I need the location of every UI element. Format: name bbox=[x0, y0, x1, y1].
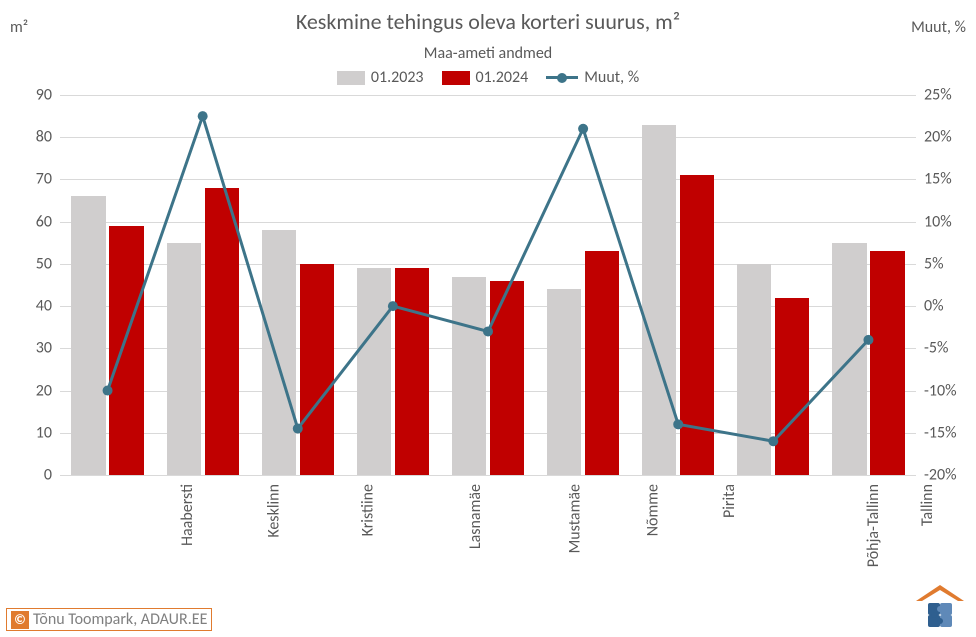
x-axis-label: Mustamäe bbox=[565, 484, 584, 553]
line-marker bbox=[578, 124, 588, 134]
line-marker bbox=[198, 111, 208, 121]
chart-title: Keskmine tehingus oleva korteri suurus, … bbox=[0, 8, 976, 35]
line-marker bbox=[768, 436, 778, 446]
legend-swatch-2 bbox=[442, 71, 470, 85]
line-marker bbox=[388, 301, 398, 311]
x-axis-labels: Haabersti Kesklinn Kristiine Lasnamäe Mustam… bbox=[60, 480, 916, 600]
line-marker bbox=[293, 424, 303, 434]
gridline bbox=[60, 475, 916, 476]
y-tick-right: -10% bbox=[916, 381, 966, 400]
y-tick-right: 25% bbox=[916, 86, 966, 105]
y-tick-left: 30 bbox=[10, 339, 60, 358]
y-tick-right: 5% bbox=[916, 254, 966, 273]
legend-label-line: Muut, % bbox=[584, 68, 639, 87]
y-tick-left: 40 bbox=[10, 297, 60, 316]
y-tick-left: 20 bbox=[10, 381, 60, 400]
brand-logo bbox=[912, 581, 968, 629]
chart-container: m² Muut, % Keskmine tehingus oleva korte… bbox=[0, 0, 976, 637]
line-series bbox=[108, 116, 869, 441]
legend-item-line: Muut, % bbox=[546, 68, 639, 87]
x-axis-label: Lasnamäe bbox=[466, 484, 485, 549]
y-tick-right: 20% bbox=[916, 128, 966, 147]
y-tick-left: 90 bbox=[10, 86, 60, 105]
line-marker bbox=[863, 335, 873, 345]
chart-subtitle: Maa-ameti andmed bbox=[0, 44, 976, 63]
legend-label-1: 01.2023 bbox=[371, 68, 424, 87]
y-tick-right: -20% bbox=[916, 466, 966, 485]
x-axis-label: Kristiine bbox=[358, 484, 377, 536]
x-axis-label: Tallinn bbox=[918, 484, 937, 526]
legend-line-swatch bbox=[546, 76, 578, 79]
y-tick-left: 70 bbox=[10, 170, 60, 189]
legend-line-marker bbox=[557, 73, 567, 83]
x-axis-label: Pirita bbox=[720, 484, 739, 518]
legend-item-series2: 01.2024 bbox=[442, 68, 529, 87]
plot-area: 0102030405060708090-20%-15%-10%-5%0%5%10… bbox=[60, 95, 916, 475]
line-marker bbox=[103, 386, 113, 396]
x-axis-label: Nõmme bbox=[643, 484, 662, 536]
y-tick-right: 0% bbox=[916, 297, 966, 316]
logo-roof-icon bbox=[916, 585, 964, 601]
legend: 01.2023 01.2024 Muut, % bbox=[0, 68, 976, 87]
line-layer bbox=[60, 95, 916, 475]
y-tick-right: 15% bbox=[916, 170, 966, 189]
y-tick-left: 80 bbox=[10, 128, 60, 147]
legend-swatch-1 bbox=[337, 71, 365, 85]
line-marker bbox=[673, 419, 683, 429]
copyright-icon: © bbox=[11, 611, 29, 629]
line-marker bbox=[483, 326, 493, 336]
y-tick-right: -5% bbox=[916, 339, 966, 358]
attribution: © Tõnu Toompark, ADAUR.EE bbox=[6, 608, 212, 631]
y-tick-left: 50 bbox=[10, 254, 60, 273]
x-axis-label: Põhja-Tallinn bbox=[865, 484, 884, 567]
legend-item-series1: 01.2023 bbox=[337, 68, 424, 87]
y-tick-left: 10 bbox=[10, 423, 60, 442]
x-axis-label: Haabersti bbox=[178, 484, 197, 546]
y-tick-right: -15% bbox=[916, 423, 966, 442]
y-tick-left: 60 bbox=[10, 212, 60, 231]
legend-label-2: 01.2024 bbox=[476, 68, 529, 87]
x-axis-label: Kesklinn bbox=[264, 484, 283, 538]
y-tick-right: 10% bbox=[916, 212, 966, 231]
attribution-text: Tõnu Toompark, ADAUR.EE bbox=[33, 610, 207, 629]
y-tick-left: 0 bbox=[10, 466, 60, 485]
logo-puzzle-icon bbox=[928, 603, 952, 627]
